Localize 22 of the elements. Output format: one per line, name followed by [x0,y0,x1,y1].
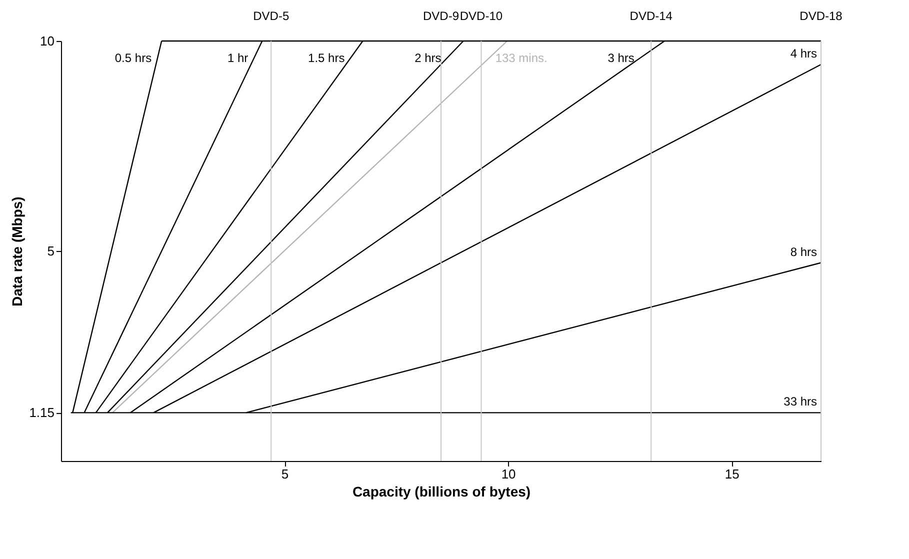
ref-line-label: DVD-10 [460,9,503,23]
x-tick-label: 10 [501,466,516,482]
x-tick-label: 15 [724,466,740,482]
series-label: 4 hrs [790,46,817,61]
series-label: 1 hr [227,50,248,65]
series-label: 1.5 hrs [308,50,345,65]
series-label: 33 hrs [784,394,817,409]
ref-line-label: DVD-14 [630,9,673,23]
ref-line-label: DVD-9 [422,9,460,23]
series-label: 3 hrs [608,50,634,65]
series-label: 2 hrs [414,50,442,65]
ref-line-label: DVD-5 [253,9,290,23]
series-label: 0.5 hrs [114,50,152,65]
y-tick-label: 1.15 [29,405,54,420]
y-axis-title: Data rate (Mbps) [9,196,26,306]
series-label: 8 hrs [790,244,817,259]
ref-line-label: DVD-18 [800,9,843,23]
y-tick-label: 5 [47,244,54,258]
series-label: 133 mins. [495,50,548,65]
y-tick-label: 10 [40,34,54,48]
x-tick-label: 5 [281,466,289,482]
x-axis-title: Capacity (billions of bytes) [352,484,531,500]
